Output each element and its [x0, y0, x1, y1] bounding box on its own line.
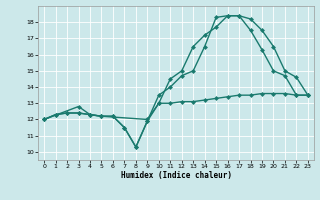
X-axis label: Humidex (Indice chaleur): Humidex (Indice chaleur) — [121, 171, 231, 180]
